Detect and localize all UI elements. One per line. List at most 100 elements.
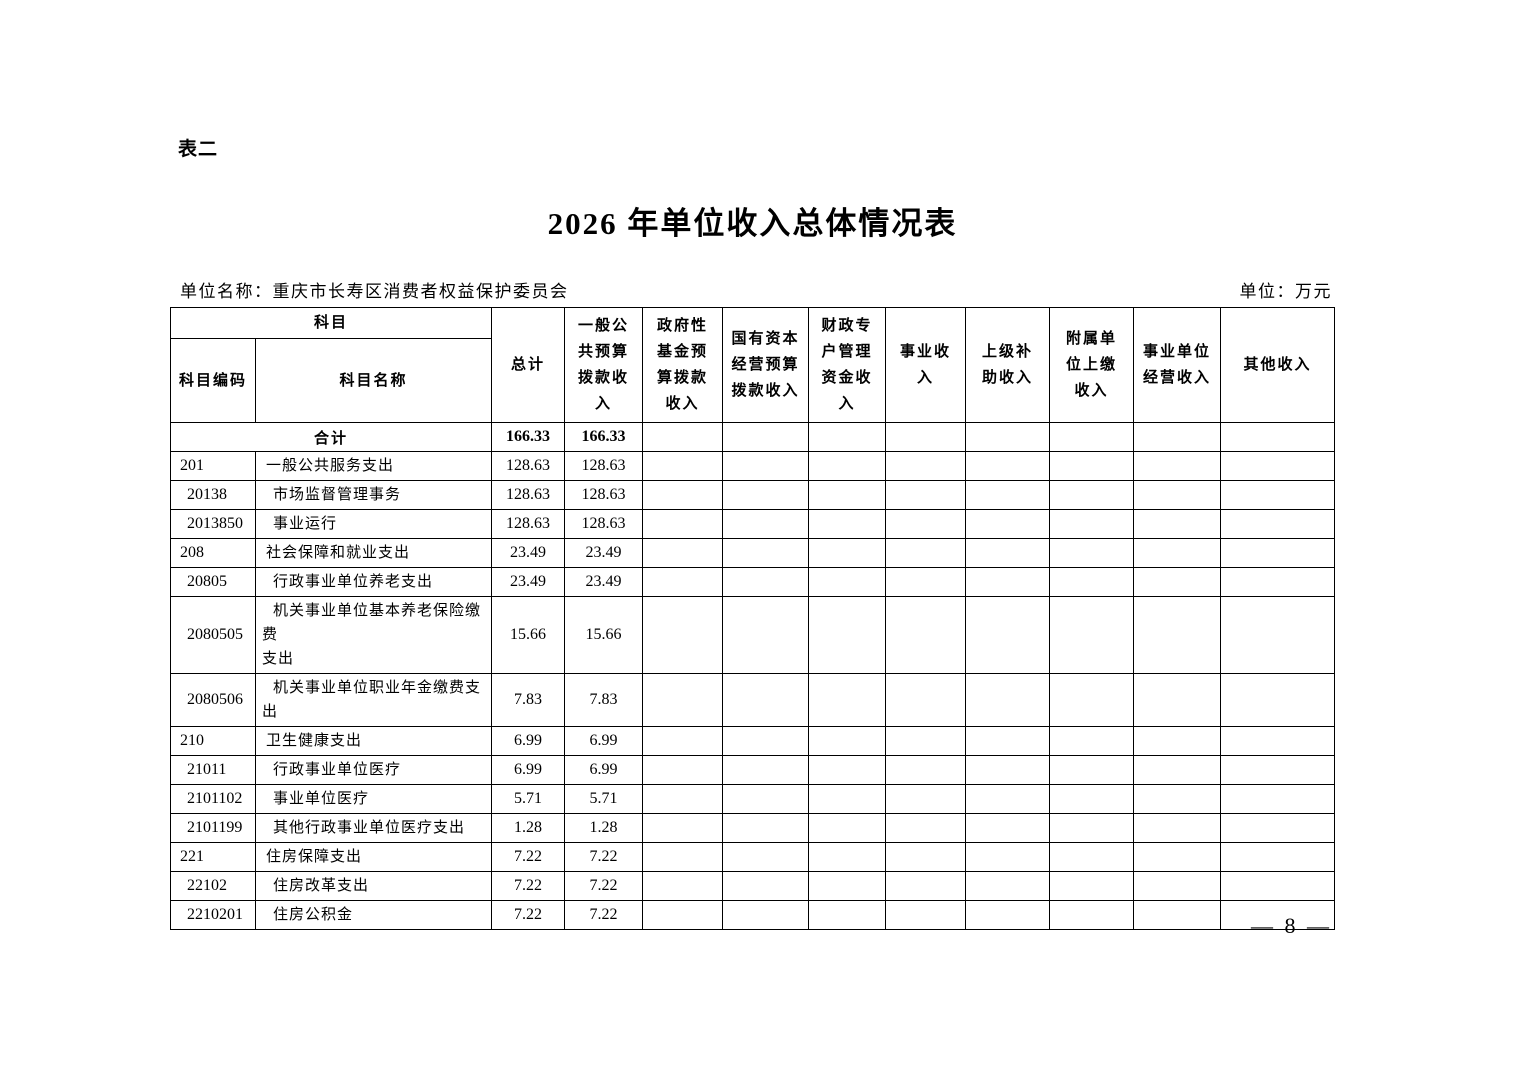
subject-name-cell: 社会保障和就业支出 bbox=[254, 538, 493, 568]
empty-value-cell bbox=[1220, 755, 1336, 785]
table-row: 2210201 住房公积金 7.22 7.22 bbox=[170, 900, 1336, 930]
empty-value-cell bbox=[885, 451, 967, 481]
empty-value-cell bbox=[722, 755, 810, 785]
table-row: 208 社会保障和就业支出 23.49 23.49 bbox=[170, 538, 1336, 568]
empty-value-cell bbox=[1220, 451, 1336, 481]
empty-value-cell bbox=[1220, 784, 1336, 814]
subject-total-cell: 合计 bbox=[169, 422, 493, 452]
empty-value-cell bbox=[1220, 480, 1336, 510]
empty-value-cell bbox=[1220, 842, 1336, 872]
general-budget-value-cell: 166.33 bbox=[564, 422, 644, 452]
subject-name-cell: 住房改革支出 bbox=[254, 871, 493, 901]
empty-value-cell bbox=[808, 567, 887, 597]
empty-value-cell bbox=[1049, 784, 1135, 814]
empty-value-cell bbox=[1220, 900, 1336, 930]
empty-value-cell bbox=[808, 673, 887, 727]
total-value-cell: 7.22 bbox=[491, 900, 566, 930]
empty-value-cell bbox=[722, 451, 810, 481]
empty-value-cell bbox=[885, 784, 967, 814]
page-title: 2026 年单位收入总体情况表 bbox=[547, 206, 958, 241]
general-budget-value-cell: 7.83 bbox=[564, 673, 644, 727]
table-row: 21011 行政事业单位医疗 6.99 6.99 bbox=[170, 755, 1336, 785]
empty-value-cell bbox=[808, 842, 887, 872]
general-budget-value-cell: 15.66 bbox=[564, 596, 644, 674]
empty-value-cell bbox=[965, 567, 1051, 597]
empty-value-cell bbox=[1133, 900, 1222, 930]
empty-value-cell bbox=[722, 480, 810, 510]
table-row: 201 一般公共服务支出 128.63 128.63 bbox=[170, 451, 1336, 481]
header-fiscal-account: 财政专 户管理 资金收 入 bbox=[808, 307, 887, 423]
empty-value-cell bbox=[1133, 422, 1222, 452]
empty-value-cell bbox=[1049, 726, 1135, 756]
table-row: 2080506 机关事业单位职业年金缴费支出 7.83 7.83 bbox=[170, 673, 1336, 727]
total-row: 合计 166.33 166.33 bbox=[169, 422, 1336, 452]
header-subject-code: 科目编码 bbox=[170, 338, 256, 423]
table-row: 210 卫生健康支出 6.99 6.99 bbox=[170, 726, 1336, 756]
empty-value-cell bbox=[808, 538, 887, 568]
empty-value-cell bbox=[1133, 842, 1222, 872]
total-value-cell: 166.33 bbox=[491, 422, 566, 452]
table-row: 2101199 其他行政事业单位医疗支出 1.28 1.28 bbox=[170, 813, 1336, 843]
subject-code-cell: 221 bbox=[170, 842, 256, 872]
subject-code-cell: 2080505 bbox=[170, 596, 256, 674]
empty-value-cell bbox=[1049, 538, 1135, 568]
empty-value-cell bbox=[885, 813, 967, 843]
total-value-cell: 7.83 bbox=[491, 673, 566, 727]
empty-value-cell bbox=[1220, 871, 1336, 901]
empty-value-cell bbox=[885, 755, 967, 785]
subject-code-cell: 2101102 bbox=[170, 784, 256, 814]
subject-code-cell: 2013850 bbox=[170, 509, 256, 539]
table-row: 20805 行政事业单位养老支出 23.49 23.49 bbox=[170, 567, 1336, 597]
empty-value-cell bbox=[1049, 755, 1135, 785]
header-affiliated-remit: 附属单 位上缴 收入 bbox=[1049, 307, 1135, 423]
empty-value-cell bbox=[1133, 480, 1222, 510]
empty-value-cell bbox=[1220, 538, 1336, 568]
empty-value-cell bbox=[885, 842, 967, 872]
subject-name-cell: 一般公共服务支出 bbox=[254, 451, 493, 481]
income-table: 科目 总计 一般公 共预算 拨款收 入 政府性 基金预 算拨款 收入 国有资本 … bbox=[169, 307, 1336, 930]
empty-value-cell bbox=[1133, 451, 1222, 481]
empty-value-cell bbox=[1220, 422, 1336, 452]
unit-of-measure-label: 单位：万元 bbox=[1239, 282, 1332, 301]
empty-value-cell bbox=[808, 451, 887, 481]
empty-value-cell bbox=[1220, 673, 1336, 727]
empty-value-cell bbox=[1133, 755, 1222, 785]
general-budget-value-cell: 7.22 bbox=[564, 871, 644, 901]
empty-value-cell bbox=[1049, 451, 1135, 481]
empty-value-cell bbox=[642, 509, 724, 539]
empty-value-cell bbox=[642, 596, 724, 674]
empty-value-cell bbox=[722, 538, 810, 568]
empty-value-cell bbox=[965, 509, 1051, 539]
empty-value-cell bbox=[808, 480, 887, 510]
header-superior-subsidy: 上级补 助收入 bbox=[965, 307, 1051, 423]
page-number: — 8 — bbox=[1251, 913, 1332, 938]
empty-value-cell bbox=[642, 422, 724, 452]
general-budget-value-cell: 23.49 bbox=[564, 567, 644, 597]
general-budget-value-cell: 23.49 bbox=[564, 538, 644, 568]
empty-value-cell bbox=[1049, 871, 1135, 901]
table-row: 20138 市场监督管理事务 128.63 128.63 bbox=[170, 480, 1336, 510]
subject-name-cell: 住房保障支出 bbox=[254, 842, 493, 872]
total-value-cell: 15.66 bbox=[491, 596, 566, 674]
empty-value-cell bbox=[642, 567, 724, 597]
subject-code-cell: 22102 bbox=[170, 871, 256, 901]
total-value-cell: 128.63 bbox=[491, 509, 566, 539]
empty-value-cell bbox=[722, 900, 810, 930]
empty-value-cell bbox=[722, 871, 810, 901]
empty-value-cell bbox=[965, 451, 1051, 481]
subject-code-cell: 210 bbox=[170, 726, 256, 756]
general-budget-value-cell: 5.71 bbox=[564, 784, 644, 814]
empty-value-cell bbox=[1049, 673, 1135, 727]
empty-value-cell bbox=[642, 673, 724, 727]
empty-value-cell bbox=[1133, 596, 1222, 674]
table-row: 22102 住房改革支出 7.22 7.22 bbox=[170, 871, 1336, 901]
empty-value-cell bbox=[1049, 480, 1135, 510]
subject-code-cell: 208 bbox=[170, 538, 256, 568]
empty-value-cell bbox=[1049, 567, 1135, 597]
empty-value-cell bbox=[722, 726, 810, 756]
empty-value-cell bbox=[808, 422, 887, 452]
empty-value-cell bbox=[722, 842, 810, 872]
empty-value-cell bbox=[885, 871, 967, 901]
empty-value-cell bbox=[722, 567, 810, 597]
